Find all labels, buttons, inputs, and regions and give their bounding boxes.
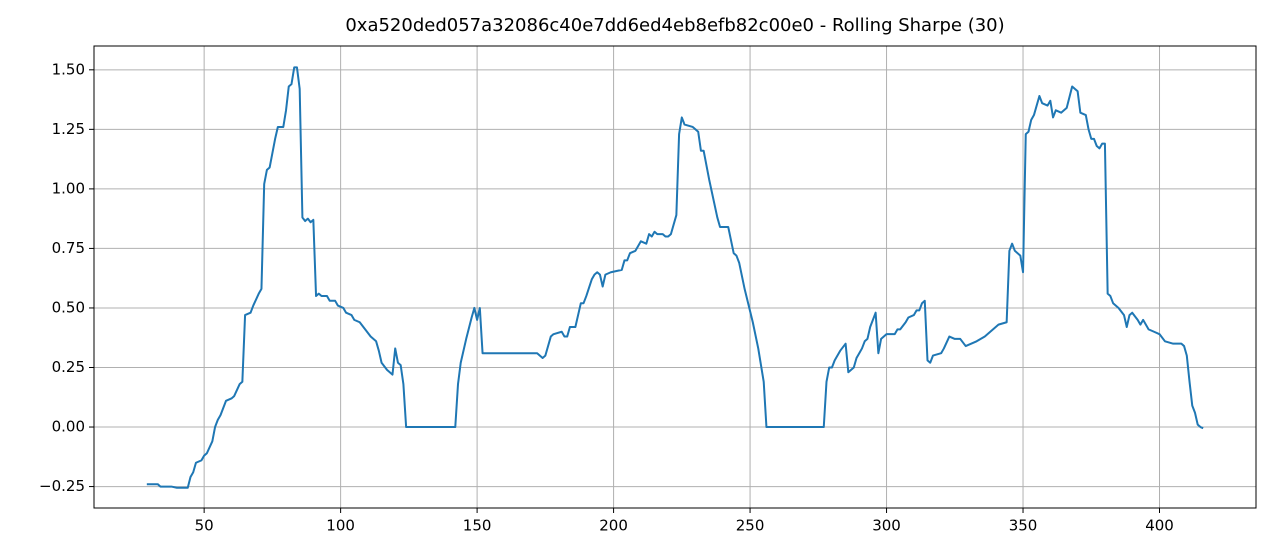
x-tick-label: 200 <box>599 517 628 535</box>
y-tick-label: 1.50 <box>52 60 85 78</box>
y-tick-label: 1.25 <box>52 120 85 138</box>
chart-title: 0xa520ded057a32086c40e7dd6ed4eb8efb82c00… <box>345 15 1004 36</box>
x-tick-label: 150 <box>463 517 492 535</box>
x-tick-label: 350 <box>1009 517 1038 535</box>
x-tick-label: 400 <box>1145 517 1174 535</box>
y-tick-label: 1.00 <box>52 179 85 197</box>
plot-frame <box>93 45 1257 509</box>
y-tick-label: 0.25 <box>52 358 85 376</box>
x-tick-label: 300 <box>872 517 901 535</box>
x-tick-label: 50 <box>195 517 214 535</box>
x-tick-label: 250 <box>736 517 765 535</box>
x-tick-label: 100 <box>326 517 355 535</box>
y-tick-label: 0.50 <box>52 298 85 316</box>
y-tick-label: −0.25 <box>39 477 85 495</box>
y-tick-label: 0.00 <box>52 418 85 436</box>
y-tick-label: 0.75 <box>52 239 85 257</box>
data-line <box>146 66 1204 489</box>
